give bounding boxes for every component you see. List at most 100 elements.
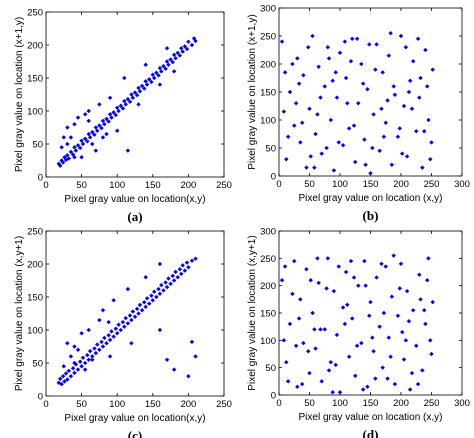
data-point-a <box>157 65 163 71</box>
data-point-c <box>106 332 111 338</box>
data-point-c <box>154 294 159 300</box>
data-point-d <box>326 368 332 373</box>
data-point-c <box>157 327 163 333</box>
data-point-d <box>307 370 312 376</box>
data-point-b <box>365 86 370 92</box>
y-tick-label-c: 100 <box>27 326 43 337</box>
data-point-a <box>171 52 177 58</box>
data-point-b <box>284 156 289 162</box>
data-point-d <box>345 302 350 308</box>
data-point-a <box>93 148 99 153</box>
panel-label-a: (a) <box>127 209 142 224</box>
data-point-b <box>298 140 303 145</box>
data-point-d <box>423 321 428 327</box>
data-point-a <box>100 118 106 124</box>
data-point-a <box>164 59 170 64</box>
data-point-c <box>114 331 120 336</box>
data-point-b <box>388 30 393 36</box>
data-point-c <box>79 364 84 369</box>
data-point-a <box>178 46 184 51</box>
data-point-a <box>87 135 93 140</box>
x-tick-label-b: 200 <box>393 179 409 190</box>
data-point-c <box>163 280 168 285</box>
data-point-c <box>122 324 127 329</box>
data-point-a <box>109 115 114 120</box>
data-point-b <box>285 134 291 140</box>
data-point-d <box>426 256 431 261</box>
y-tick-label-d: 150 <box>260 309 276 320</box>
y-tick-label-c: 50 <box>32 359 43 370</box>
data-point-a <box>184 46 190 52</box>
data-point-c <box>173 269 178 275</box>
data-point-d <box>410 307 416 313</box>
y-tick-label-c: 250 <box>27 227 43 238</box>
data-point-d <box>359 340 364 346</box>
data-point-a <box>127 99 133 105</box>
y-tick-label-b: 150 <box>260 88 276 99</box>
data-point-a <box>122 75 127 81</box>
data-point-c <box>100 307 106 313</box>
data-point-a <box>65 152 70 158</box>
data-point-c <box>150 298 156 303</box>
data-point-b <box>318 95 323 100</box>
data-point-b <box>418 75 423 81</box>
data-point-d <box>308 277 314 283</box>
data-point-a <box>164 46 170 51</box>
data-point-a <box>189 42 195 48</box>
data-point-b <box>363 162 368 168</box>
data-point-d <box>398 261 404 267</box>
x-axis-label-c: Pixel gray value on location(x,y) <box>64 413 205 424</box>
data-point-a <box>143 62 148 68</box>
data-point-c <box>94 342 100 347</box>
data-point-c <box>77 359 83 364</box>
data-point-d <box>340 305 346 310</box>
data-point-d <box>430 299 436 305</box>
data-point-c <box>186 373 191 379</box>
data-point-b <box>336 140 342 145</box>
data-point-b <box>374 42 379 47</box>
y-tick-label-c: 150 <box>27 293 43 304</box>
data-point-b <box>356 100 361 106</box>
data-point-b <box>340 142 346 148</box>
data-point-a <box>82 112 88 117</box>
data-point-d <box>325 256 331 261</box>
data-point-a <box>72 154 77 160</box>
data-point-d <box>409 370 415 376</box>
data-point-c <box>164 284 170 290</box>
data-point-a <box>130 95 136 101</box>
data-point-b <box>430 67 436 72</box>
data-point-c <box>75 367 81 372</box>
data-point-d <box>391 253 396 258</box>
data-point-a <box>144 82 150 87</box>
data-point-c <box>146 301 152 306</box>
data-point-d <box>331 288 337 294</box>
x-tick-label-c: 50 <box>76 399 87 410</box>
data-point-a <box>125 148 131 153</box>
data-point-b <box>404 154 410 159</box>
data-point-c <box>141 299 147 305</box>
data-point-a <box>154 70 159 76</box>
data-point-d <box>388 354 393 360</box>
data-point-c <box>157 261 163 267</box>
data-point-c <box>130 309 136 314</box>
panel-b: 0 50 100 150 200 250 300050100150200250300Pixe… <box>247 4 470 224</box>
data-point-c <box>102 335 107 341</box>
data-point-b <box>348 58 354 64</box>
x-tick-label-d: 250 <box>424 398 440 409</box>
data-point-b <box>410 58 416 64</box>
data-point-b <box>328 117 334 123</box>
plot-frame-b <box>278 7 463 177</box>
data-point-c <box>106 319 111 325</box>
x-tick-label-b: 300 <box>454 179 470 190</box>
data-point-c <box>164 357 170 362</box>
y-tick-label-a: 250 <box>27 8 43 19</box>
data-point-b <box>279 39 285 44</box>
data-point-b <box>305 44 311 50</box>
data-point-c <box>161 288 166 293</box>
data-point-a <box>100 135 106 140</box>
data-point-a <box>173 55 178 61</box>
data-point-b <box>424 84 430 89</box>
data-point-c <box>72 360 77 366</box>
data-point-a <box>93 125 99 130</box>
